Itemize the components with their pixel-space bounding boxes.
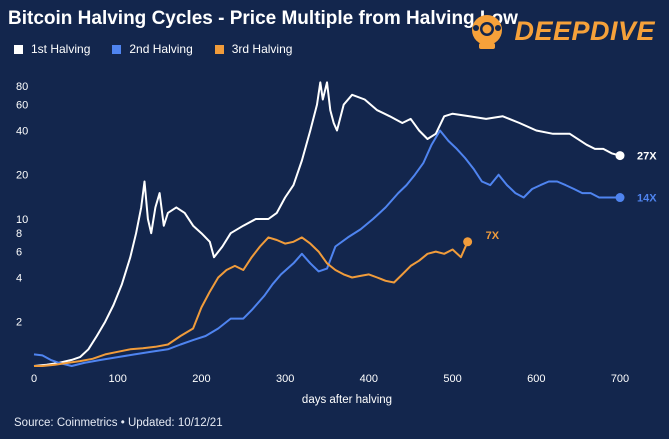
x-tick-label: 700 (611, 373, 629, 385)
y-tick-label: 8 (16, 228, 22, 240)
legend-label-2nd: 2nd Halving (129, 42, 193, 56)
series-line-2 (33, 129, 620, 367)
x-tick-label: 400 (360, 373, 378, 385)
legend-swatch-1st (14, 44, 23, 54)
y-tick-label: 60 (16, 100, 28, 112)
logo-text: DEEPDIVE (514, 15, 655, 46)
y-tick-label: 2 (16, 317, 22, 329)
series-end-label-2: 14X (637, 193, 657, 205)
y-tick-label: 6 (16, 247, 22, 259)
y-tick-label: 20 (16, 170, 28, 182)
legend-item-1st-halving: 1st Halving (14, 42, 90, 56)
x-axis-label: days after halving (302, 394, 392, 406)
y-tick-label: 4 (16, 272, 22, 284)
x-tick-label: 200 (192, 373, 210, 385)
chart-title: Bitcoin Halving Cycles - Price Multiple … (8, 8, 518, 29)
x-tick-label: 100 (109, 373, 127, 385)
y-tick-label: 40 (16, 125, 28, 137)
legend-item-2nd-halving: 2nd Halving (112, 42, 193, 56)
legend-swatch-3rd (214, 44, 224, 54)
series-line-1 (33, 81, 621, 367)
legend-item-3rd-halving: 3rd Halving (214, 42, 293, 56)
series-end-label-1: 27X (637, 151, 657, 163)
legend-label-1st: 1st Halving (31, 42, 91, 56)
legend-swatch-2nd (112, 44, 122, 54)
series-end-label-3: 7X (486, 230, 500, 242)
source-note: Source: Coinmetrics • Updated: 10/12/21 (14, 417, 223, 429)
deepdive-logo: DEEPDIVE (466, 10, 655, 52)
x-tick-label: 500 (443, 373, 461, 385)
series-line-3 (34, 236, 469, 367)
x-tick-label: 600 (527, 373, 545, 385)
series-end-point-2 (615, 193, 625, 203)
y-tick-label: 80 (16, 81, 28, 93)
series-end-point-1 (615, 151, 625, 161)
diver-helmet-icon (472, 15, 503, 49)
x-tick-label: 0 (31, 373, 37, 385)
series-end-point-3 (463, 237, 473, 247)
y-tick-label: 10 (16, 214, 28, 226)
x-tick-label: 300 (276, 373, 294, 385)
legend: 1st Halving 2nd Halving 3rd Halving (14, 42, 292, 56)
legend-label-3rd: 3rd Halving (231, 42, 293, 56)
